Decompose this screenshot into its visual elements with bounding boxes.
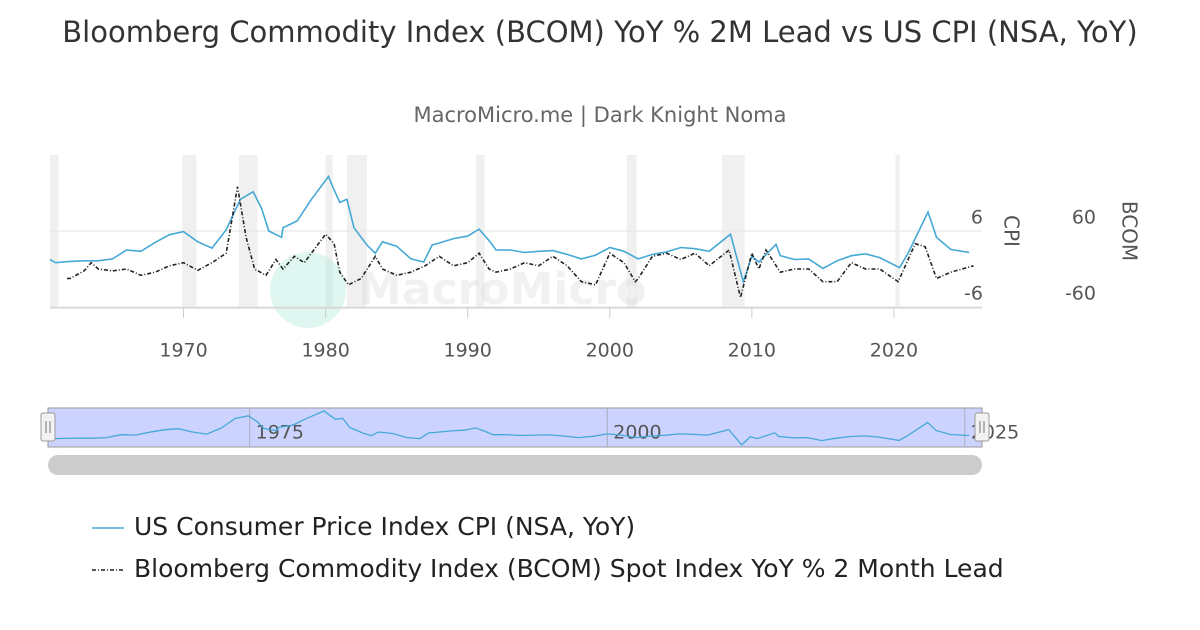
y-tick-label: 6	[971, 207, 983, 229]
chart-title: Bloomberg Commodity Index (BCOM) YoY % 2…	[62, 15, 1138, 49]
watermark: MacroMicro	[270, 252, 646, 328]
x-tick-label: 1990	[444, 340, 492, 362]
y-axis-title: CPI	[1000, 215, 1024, 247]
navigator-line	[43, 410, 970, 446]
series-line	[49, 174, 970, 285]
navigator-handle[interactable]	[40, 412, 56, 442]
x-tick-label: 1970	[159, 340, 207, 362]
navigator-handle[interactable]	[974, 412, 990, 442]
navigator-tick-label: 1975	[256, 422, 304, 444]
watermark-logo	[270, 252, 346, 328]
x-tick-label: 1980	[301, 340, 349, 362]
y2-tick-label: -60	[1065, 283, 1096, 305]
navigator-mask[interactable]	[47, 407, 983, 448]
x-tick-label: 2000	[586, 340, 634, 362]
y2-axis-title: BCOM	[1118, 201, 1142, 261]
legend-label[interactable]: US Consumer Price Index CPI (NSA, YoY)	[134, 512, 635, 541]
x-tick-label: 2010	[728, 340, 776, 362]
x-tick-label: 2020	[870, 340, 918, 362]
y2-tick-label: 60	[1072, 207, 1096, 229]
navigator-tick-label: 2000	[613, 422, 661, 444]
scrollbar[interactable]	[48, 455, 982, 475]
chart-subtitle: MacroMicro.me | Dark Knight Noma	[413, 103, 786, 128]
y-tick-label: -6	[964, 283, 983, 305]
legend-label[interactable]: Bloomberg Commodity Index (BCOM) Spot In…	[134, 554, 1004, 583]
series-line	[67, 186, 974, 298]
